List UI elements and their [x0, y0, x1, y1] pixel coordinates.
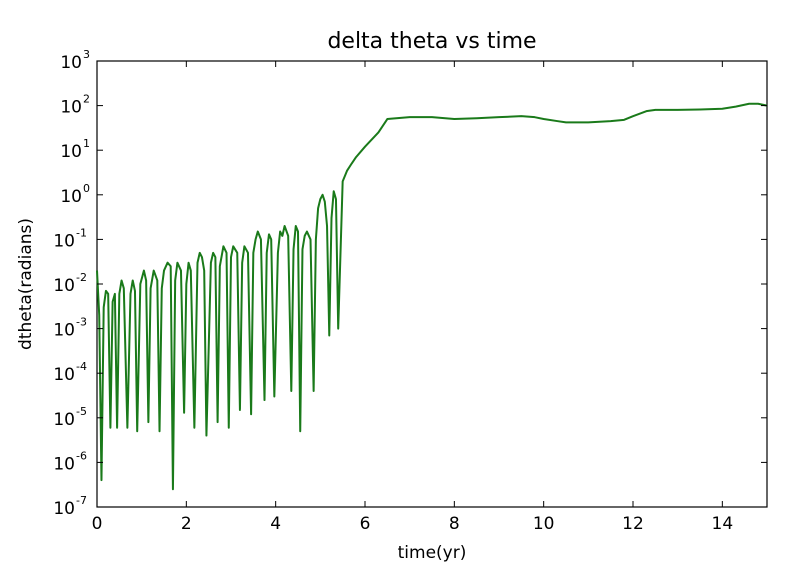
y-tick-exponent: -7: [76, 494, 87, 507]
y-tick-label: 10: [53, 365, 75, 385]
y-tick-exponent: -6: [76, 449, 87, 462]
y-tick-label: 10: [60, 142, 82, 162]
y-tick-exponent: -5: [76, 405, 87, 418]
y-tick-label: 10: [60, 53, 82, 73]
y-tick-exponent: 2: [83, 93, 90, 106]
x-tick-label: 10: [533, 514, 555, 534]
x-tick-label: 8: [449, 514, 460, 534]
y-tick-label: 10: [53, 454, 75, 474]
y-tick-exponent: -4: [76, 360, 87, 373]
y-tick-exponent: -1: [76, 226, 87, 239]
x-tick-label: 6: [360, 514, 371, 534]
y-axis-label: dtheta(radians): [16, 218, 36, 350]
y-tick-label: 10: [60, 187, 82, 207]
y-tick-label: 10: [53, 321, 75, 341]
series-line-0: [96, 102, 768, 491]
x-tick-label: 2: [181, 514, 192, 534]
y-tick-label: 10: [60, 98, 82, 118]
y-tick-exponent: -3: [76, 316, 87, 329]
series-layer: [96, 102, 768, 491]
y-tick-label: 10: [53, 231, 75, 251]
x-axis-label: time(yr): [398, 543, 467, 563]
plot-area: [96, 60, 768, 508]
x-tick-label: 14: [712, 514, 734, 534]
chart-title: delta theta vs time: [327, 29, 536, 54]
y-tick-exponent: 1: [83, 137, 90, 150]
y-tick-exponent: -2: [76, 271, 87, 284]
x-tick-label: 4: [270, 514, 281, 534]
y-tick-exponent: 0: [83, 182, 90, 195]
y-tick-label: 10: [53, 276, 75, 296]
y-tick-label: 10: [53, 410, 75, 430]
x-tick-label: 0: [92, 514, 103, 534]
y-tick-label: 10: [53, 499, 75, 519]
y-tick-exponent: 3: [83, 48, 90, 61]
x-tick-label: 12: [622, 514, 644, 534]
